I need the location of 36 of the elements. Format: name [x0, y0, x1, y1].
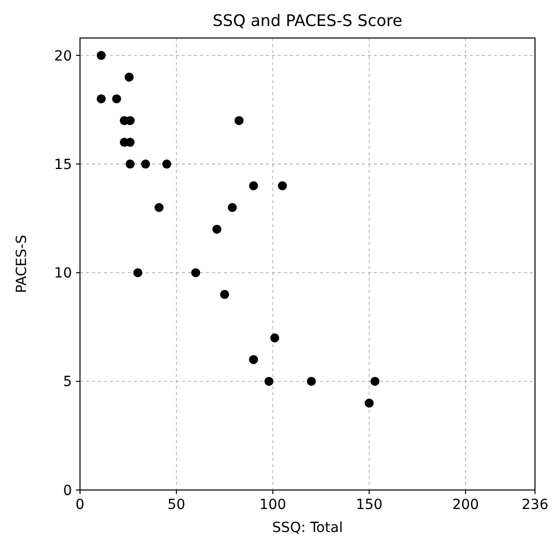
- point: [306, 376, 316, 386]
- y-tick-label: 10: [54, 266, 72, 282]
- point: [370, 376, 380, 386]
- point: [234, 116, 244, 126]
- point: [191, 268, 200, 278]
- y-tick-label: 15: [54, 156, 72, 173]
- point: [124, 72, 134, 82]
- point: [154, 203, 164, 212]
- point: [133, 268, 142, 278]
- point: [249, 355, 258, 364]
- y-axis-title: PACES-S: [14, 234, 30, 294]
- x-tick-label: 150: [356, 497, 383, 513]
- x-axis-title: SSQ: Total: [272, 520, 343, 536]
- x-tick-label: 200: [452, 497, 479, 513]
- point: [264, 376, 274, 386]
- y-tick-label: 0: [63, 482, 72, 499]
- x-tick-label: 50: [167, 497, 186, 513]
- point: [249, 181, 258, 190]
- point: [228, 203, 237, 212]
- point: [112, 94, 122, 104]
- x-tick-label: 236: [522, 497, 548, 513]
- point: [270, 333, 280, 342]
- point: [141, 160, 150, 169]
- point: [96, 50, 106, 60]
- y-tick-label: 5: [63, 374, 72, 390]
- point: [126, 160, 135, 169]
- point: [220, 290, 230, 299]
- chart-title: SSQ and PACES-S Score: [212, 11, 402, 30]
- x-tick-label: 0: [76, 497, 84, 513]
- point: [278, 181, 287, 190]
- point: [162, 160, 172, 169]
- y-tick-label: 20: [54, 48, 72, 64]
- x-tick-label: 100: [259, 497, 286, 513]
- point: [96, 94, 106, 104]
- point: [212, 224, 222, 234]
- point: [364, 398, 374, 408]
